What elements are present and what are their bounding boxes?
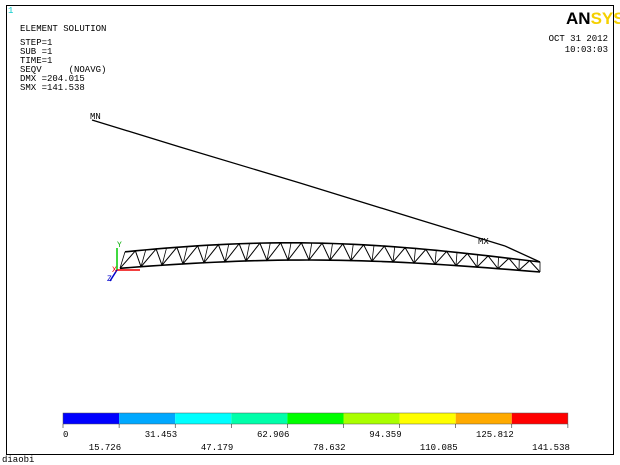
legend-label: 141.538 (532, 443, 570, 453)
header-line: SMX =141.538 (20, 83, 85, 93)
footer: diaobi (2, 455, 34, 465)
legend-label: 94.359 (369, 430, 401, 440)
time: 10:03:03 (565, 45, 608, 55)
legend-label: 31.453 (145, 430, 177, 440)
axis-z: Z (107, 275, 112, 284)
legend-swatch (175, 413, 231, 424)
window-number: 1 (8, 6, 13, 16)
truss-vertical (498, 257, 499, 269)
ansys-window: 1 ELEMENT SOLUTIONSTEP=1SUB =1TIME=1SEQV… (0, 0, 620, 465)
legend-swatch (287, 413, 343, 424)
header-line: ELEMENT SOLUTION (20, 24, 106, 34)
legend-label: 62.906 (257, 430, 289, 440)
legend-swatch (456, 413, 512, 424)
legend-label: 110.085 (420, 443, 458, 453)
legend-swatch (400, 413, 456, 424)
date: OCT 31 2012 (549, 34, 608, 44)
legend-swatch (63, 413, 119, 424)
legend-label: 15.726 (89, 443, 121, 453)
logo-left: AN (566, 9, 591, 28)
logo: ANSYS (566, 9, 620, 28)
logo-right: SYS (591, 9, 620, 28)
legend-swatch (231, 413, 287, 424)
max-marker: MX (478, 237, 489, 247)
legend-label: 78.632 (313, 443, 345, 453)
legend-label: 0 (63, 430, 68, 440)
legend-swatch (119, 413, 175, 424)
min-marker: MN (90, 112, 101, 122)
legend-swatch (344, 413, 400, 424)
axis-y: Y (117, 241, 122, 250)
legend-label: 125.812 (476, 430, 514, 440)
axis-x: X (112, 266, 117, 275)
page: 1 ELEMENT SOLUTIONSTEP=1SUB =1TIME=1SEQV… (0, 0, 620, 465)
legend-swatch (512, 413, 568, 424)
legend-label: 47.179 (201, 443, 233, 453)
